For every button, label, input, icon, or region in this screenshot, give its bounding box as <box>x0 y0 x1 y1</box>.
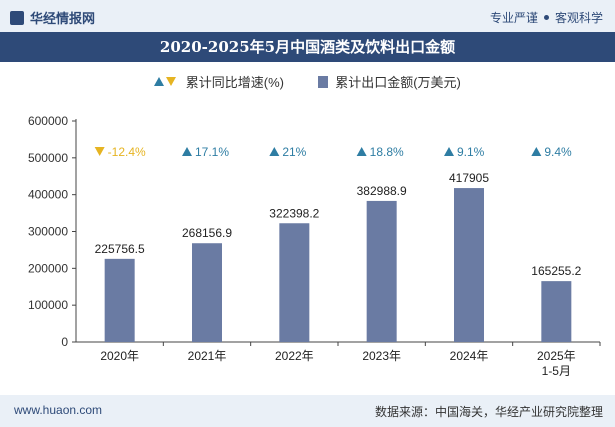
value-label-5: 165255.2 <box>531 264 581 278</box>
tagline: 专业严谨 客观科学 <box>490 9 603 26</box>
category-label-4: 2024年 <box>450 349 489 363</box>
bar-2 <box>279 223 310 342</box>
y-tick-label: 600000 <box>28 114 68 128</box>
bullet-icon <box>543 15 549 20</box>
tagline-right: 客观科学 <box>554 11 603 25</box>
growth-label-1: 17.1% <box>195 145 229 159</box>
bar-3 <box>366 200 397 342</box>
category-label-1: 2021年 <box>188 349 227 363</box>
triangle-down-icon <box>166 77 177 86</box>
y-tick-label: 300000 <box>28 225 68 239</box>
category-label-5: 2025年 <box>537 349 576 363</box>
value-label-2: 322398.2 <box>269 206 319 220</box>
brand-icon <box>10 11 24 25</box>
brand-logo[interactable]: 华经情报网 <box>10 8 95 27</box>
value-label-0: 225756.5 <box>95 242 145 256</box>
chart-legend: 累计同比增速(%) 累计出口金额(万美元) <box>0 72 615 91</box>
value-label-4: 417905 <box>449 171 489 185</box>
chart-title: 2020-2025年5月中国酒类及饮料出口金额 <box>0 32 615 62</box>
legend-amount-label: 累计出口金额(万美元) <box>335 75 461 90</box>
growth-up-icon-3 <box>356 147 367 156</box>
category-label-5: 1-5月 <box>542 364 571 378</box>
website-link[interactable]: www.huaon.com <box>14 403 103 417</box>
growth-up-icon-4 <box>444 147 454 156</box>
y-tick-label: 500000 <box>28 151 68 165</box>
growth-up-icon-5 <box>531 147 542 156</box>
value-label-1: 268156.9 <box>182 226 232 240</box>
category-label-0: 2020年 <box>100 349 139 363</box>
growth-up-icon-2 <box>269 147 280 156</box>
bar-chart: 0 100000 200000 300000 400000 500000 600000 225… <box>28 114 601 378</box>
bar-0 <box>104 258 135 342</box>
y-tick-label: 400000 <box>28 188 68 202</box>
tagline-left: 专业严谨 <box>489 11 538 25</box>
growth-label-3: 18.8% <box>370 145 404 159</box>
legend-bar-swatch <box>317 75 328 88</box>
growth-up-icon-1 <box>182 147 192 156</box>
value-label-3: 382988.9 <box>357 184 407 198</box>
legend-growth-label: 累计同比增速(%) <box>185 75 284 90</box>
growth-label-2: 21% <box>282 145 306 159</box>
footer-bar: www.huaon.com 数据来源：中国海关，华经产业研究院整理 <box>0 395 615 427</box>
top-bar: 华经情报网 专业严谨 客观科学 <box>0 0 615 32</box>
bar-4 <box>454 188 484 342</box>
triangle-up-icon <box>154 77 165 86</box>
category-label-2: 2022年 <box>275 349 314 363</box>
y-tick-label: 200000 <box>28 261 68 275</box>
growth-label-4: 9.1% <box>457 145 485 159</box>
category-label-3: 2023年 <box>362 349 401 363</box>
bar-5 <box>541 281 572 342</box>
bar-1 <box>192 243 222 342</box>
brand-name: 华经情报网 <box>30 11 96 26</box>
growth-label-5: 9.4% <box>544 145 572 159</box>
y-tick-label: 0 <box>61 335 68 349</box>
y-tick-label: 100000 <box>28 298 68 312</box>
growth-down-icon-0 <box>94 147 105 156</box>
data-source: 数据来源：中国海关，华经产业研究院整理 <box>374 405 603 419</box>
growth-label-0: -12.4% <box>108 145 146 159</box>
